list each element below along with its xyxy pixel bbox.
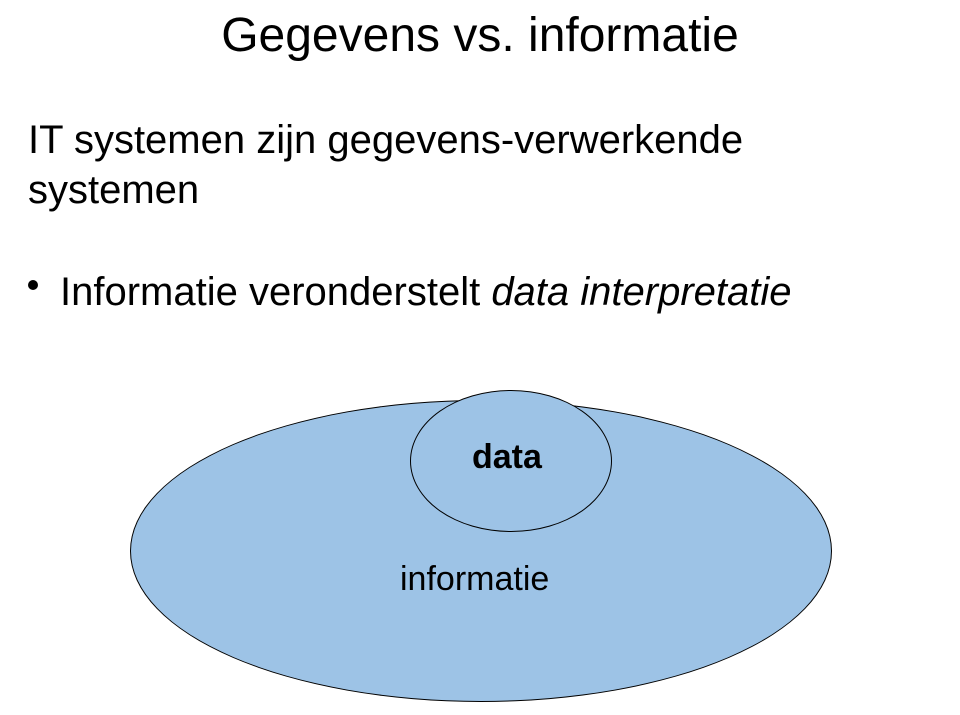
body-line-1: IT systemen zijn gegevens-verwerkende [28,118,743,162]
bullet-italic: data interpretatie [491,270,791,314]
bullet-item: Informatie veronderstelt data interpreta… [28,270,792,315]
bullet-text: Informatie veronderstelt data interpreta… [60,270,792,315]
outer-ellipse-label: informatie [400,560,549,599]
slide-title: Gegevens vs. informatie [0,8,960,63]
slide: Gegevens vs. informatie IT systemen zijn… [0,0,960,715]
bullet-prefix: Informatie veronderstelt [60,270,491,314]
inner-ellipse-label: data [472,438,542,477]
body-line-2: systemen [28,168,199,212]
bullet-dot-icon [28,280,38,290]
body-text: IT systemen zijn gegevens-verwerkende sy… [28,115,743,215]
venn-diagram: data informatie [130,400,830,700]
